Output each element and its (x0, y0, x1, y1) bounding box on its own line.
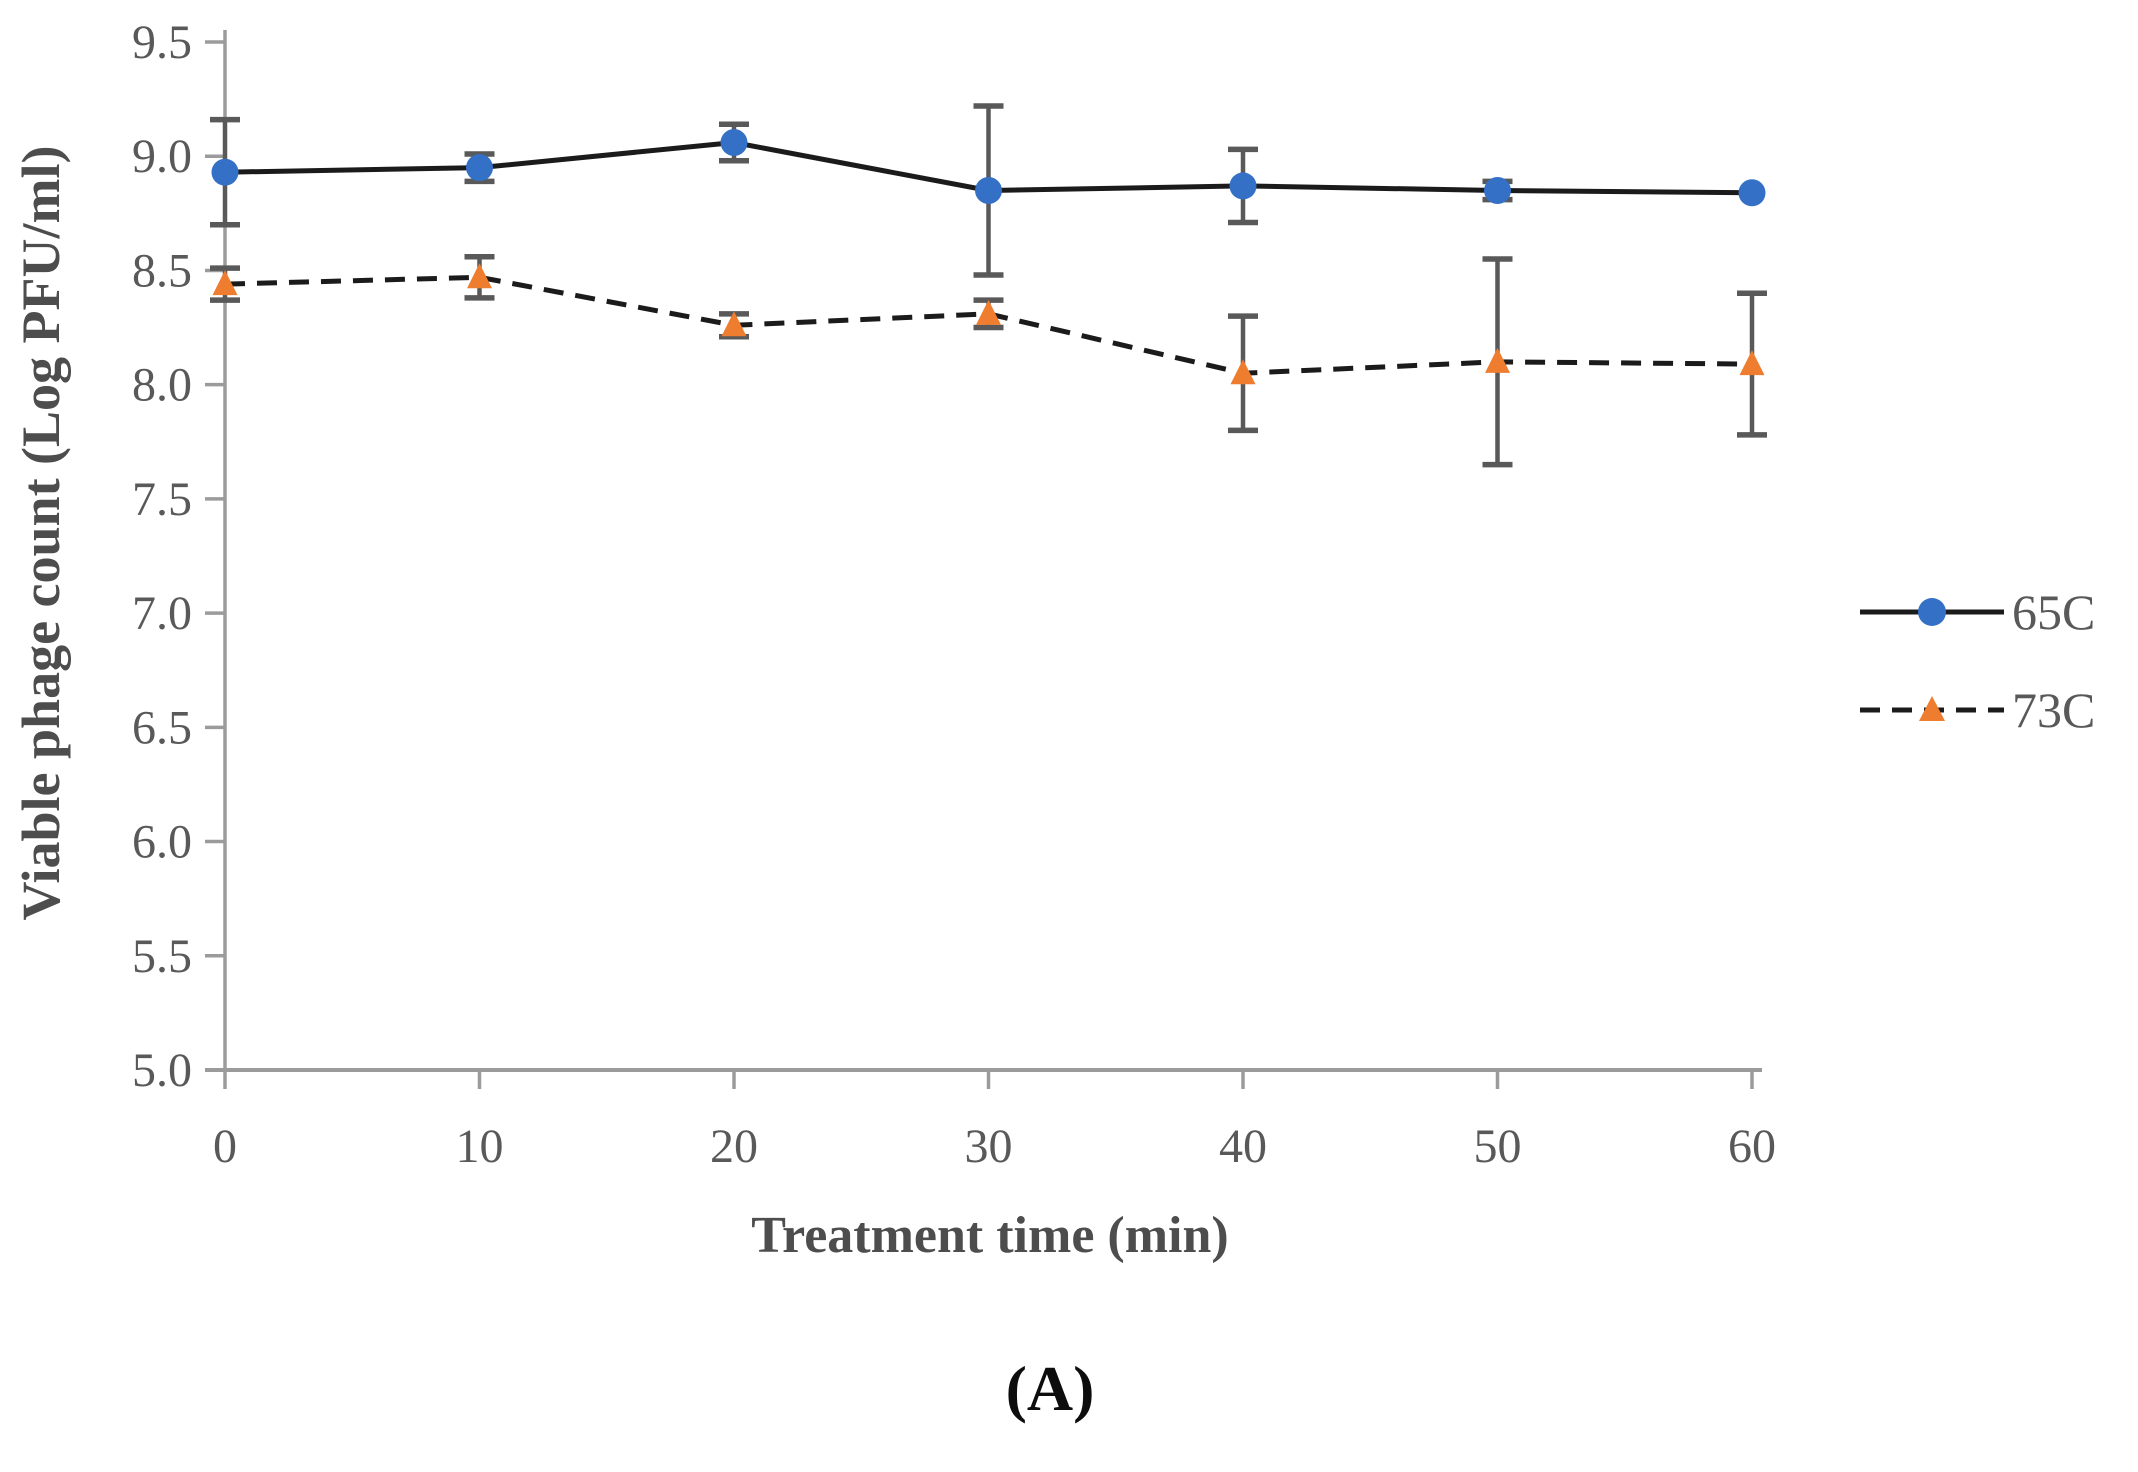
marker-73c (1739, 350, 1765, 376)
legend-marker-65c (1918, 598, 1946, 626)
marker-65c (720, 129, 748, 157)
marker-73c (1230, 359, 1256, 385)
marker-73c (721, 311, 747, 337)
marker-65c (1738, 179, 1766, 207)
x-tick-label: 20 (710, 1120, 758, 1173)
marker-73c (1485, 347, 1510, 373)
marker-65c (466, 154, 493, 182)
x-tick-label: 40 (1219, 1120, 1267, 1173)
x-tick-label: 60 (1728, 1120, 1776, 1173)
legend-label-73c: 73C (2012, 682, 2095, 738)
y-tick-label: 9.5 (132, 16, 192, 69)
y-tick-label: 6.5 (132, 701, 192, 754)
y-tick-label: 7.5 (132, 473, 192, 526)
x-tick-label: 50 (1474, 1120, 1522, 1173)
y-tick-label: 6.0 (132, 816, 192, 869)
legend-marker-73c (1919, 696, 1945, 721)
y-tick-label: 7.0 (132, 587, 192, 640)
y-tick-label: 9.0 (132, 130, 192, 183)
x-tick-label: 0 (213, 1120, 237, 1173)
marker-73c (976, 299, 1001, 325)
y-tick-label: 8.5 (132, 244, 192, 297)
y-tick-label: 8.0 (132, 359, 192, 412)
marker-73c (212, 270, 238, 296)
panel-label: (A) (1005, 1353, 1095, 1424)
y-tick-label: 5.0 (132, 1044, 192, 1097)
marker-73c (467, 263, 492, 289)
x-axis-title: Treatment time (min) (751, 1207, 1229, 1264)
y-axis-title: Viable phage count (Log PFU/ml) (11, 145, 71, 921)
legend-label-65c: 65C (2012, 584, 2095, 640)
marker-65c (211, 158, 239, 186)
x-tick-label: 30 (965, 1120, 1013, 1173)
marker-65c (1229, 172, 1257, 200)
marker-65c (975, 176, 1002, 204)
x-tick-label: 10 (456, 1120, 504, 1173)
marker-65c (1484, 176, 1511, 204)
y-tick-label: 5.5 (132, 930, 192, 983)
